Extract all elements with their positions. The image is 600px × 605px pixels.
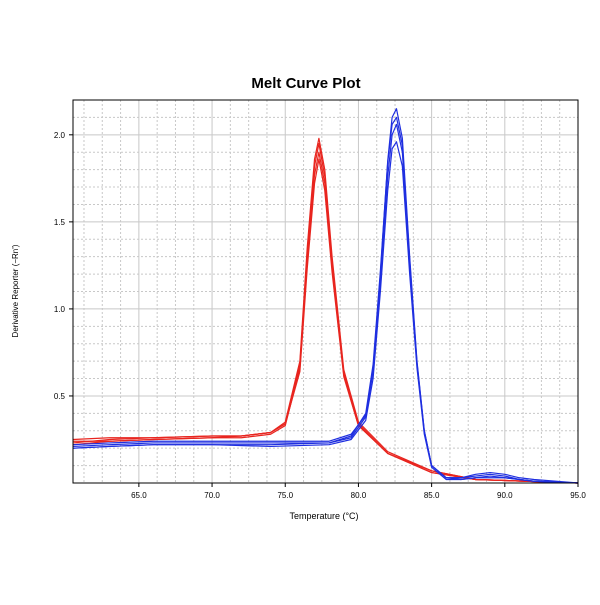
y-tick-label: 0.5 — [54, 392, 66, 401]
x-tick-label: 95.0 — [570, 491, 586, 500]
x-tick-label: 90.0 — [497, 491, 513, 500]
melt-curve-line-4 — [72, 158, 579, 484]
y-axis-label: Derivative Reporter (−Rn') — [11, 244, 20, 337]
series-lines — [72, 108, 579, 484]
x-axis-label: Temperature (°C) — [289, 511, 358, 521]
melt-curve-line-8 — [72, 141, 579, 484]
plot-area-frame — [72, 99, 579, 484]
x-tick-label: 65.0 — [131, 491, 147, 500]
melt-curve-line-7 — [72, 123, 579, 484]
y-tick-label: 2.0 — [54, 131, 66, 140]
melt-curve-line-5 — [72, 108, 579, 484]
x-tick-label: 70.0 — [204, 491, 220, 500]
x-tick-label: 80.0 — [351, 491, 367, 500]
grid-lines — [73, 100, 578, 483]
y-tick-label: 1.5 — [54, 218, 66, 227]
melt-curve-line-6 — [72, 116, 579, 484]
tick-labels: 65.0 70.0 75.0 80.0 85.0 90.0 95.0 0.5 1.0 1.5 2.0 — [54, 131, 586, 500]
y-tick-label: 1.0 — [54, 305, 66, 314]
chart-title: Melt Curve Plot — [251, 75, 360, 92]
x-tick-label: 85.0 — [424, 491, 440, 500]
x-tick-label: 75.0 — [277, 491, 293, 500]
